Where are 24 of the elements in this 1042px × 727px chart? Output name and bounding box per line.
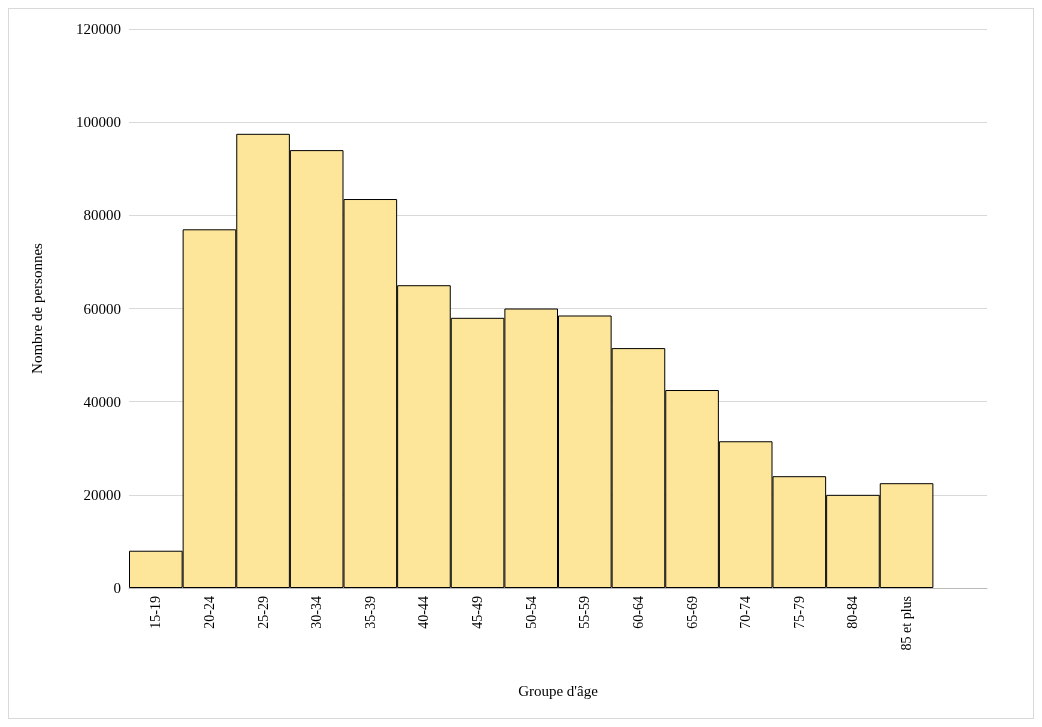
x-tick-label: 85 et plus xyxy=(899,596,915,651)
y-axis-title: Nombre de personnes xyxy=(28,242,45,374)
x-tick-label: 30-34 xyxy=(309,596,325,629)
x-tick-label: 25-29 xyxy=(255,596,271,629)
x-tick-label: 70-74 xyxy=(738,596,754,629)
y-tick-label: 40000 xyxy=(83,393,121,410)
x-tick-label: 45-49 xyxy=(470,596,486,629)
x-tick-label: 40-44 xyxy=(416,596,432,629)
y-tick-label: 0 xyxy=(113,580,121,596)
y-tick-label: 20000 xyxy=(83,486,121,503)
x-tick-label: 15-19 xyxy=(148,596,164,629)
y-tick-label: 100000 xyxy=(76,114,121,131)
x-tick-label: 55-59 xyxy=(577,596,593,629)
x-tick-label: 80-84 xyxy=(845,596,861,629)
y-tick-label: 120000 xyxy=(76,21,121,37)
y-tick-label: 80000 xyxy=(83,207,121,224)
y-tick-label: 60000 xyxy=(83,300,121,317)
x-tick-label: 50-54 xyxy=(523,596,539,629)
x-tick-label: 65-69 xyxy=(684,596,700,629)
x-tick-label: 60-64 xyxy=(630,596,646,629)
x-tick-label: 75-79 xyxy=(791,596,807,629)
x-tick-label: 35-39 xyxy=(362,596,378,629)
x-axis-title: Groupe d'âge xyxy=(518,682,599,699)
x-tick-label: 20-24 xyxy=(201,596,217,629)
